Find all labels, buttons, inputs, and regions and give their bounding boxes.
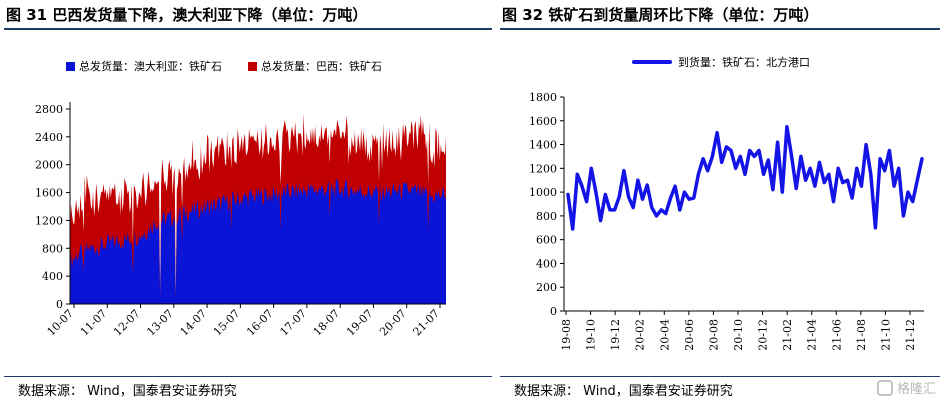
left-stacked-area-chart: 0 400 800 1200 1600 2000 2400 2800 10-07 11-07 12-… [35, 102, 446, 339]
legend-item-australia: 总发货量：澳大利亚：铁矿石 [66, 58, 222, 74]
right-xtick-label: 21-04 [806, 319, 819, 351]
left-xtick-label: 10-07 [45, 307, 77, 339]
right-ytick-label: 1600 [529, 115, 557, 128]
right-xtick-label: 19-08 [560, 319, 573, 351]
watermark-logo-icon [876, 379, 893, 396]
left-xtick-label: 16-07 [244, 307, 276, 339]
right-xtick-label: 21-08 [855, 319, 868, 351]
right-ytick-label: 0 [550, 305, 557, 318]
left-legend: 总发货量：澳大利亚：铁矿石 总发货量：巴西：铁矿石 [66, 58, 408, 74]
left-title-rule [4, 28, 492, 30]
left-source-rule [4, 376, 492, 377]
right-xtick-label: 20-06 [683, 319, 696, 351]
right-title-rule [500, 28, 940, 30]
left-ytick-label: 2800 [35, 103, 63, 116]
right-xtick-label: 20-12 [757, 319, 770, 351]
legend-swatch-north-port [632, 60, 672, 64]
left-ytick-label: 2000 [35, 159, 63, 172]
legend-item-north-port: 到货量：铁矿石：北方港口 [632, 54, 810, 70]
legend-swatch-brazil [248, 61, 257, 71]
right-xtick-label: 20-08 [707, 319, 720, 351]
right-line-chart: 0 200 400 600 800 1000 1200 1400 1600 1800 19-08 19… [529, 91, 924, 351]
left-xtick-label: 18-07 [311, 307, 343, 339]
left-ytick-label: 0 [56, 298, 63, 311]
right-ytick-label: 600 [536, 234, 557, 247]
right-ytick-label: 400 [536, 257, 557, 270]
legend-label-brazil: 总发货量：巴西：铁矿石 [261, 60, 382, 73]
left-ytick-label: 800 [42, 242, 63, 255]
left-xtick-label: 20-07 [377, 307, 409, 339]
left-xtick-label: 17-07 [277, 307, 309, 339]
right-xtick-label: 20-04 [658, 319, 671, 351]
left-ytick-label: 2400 [35, 131, 63, 144]
legend-item-brazil: 总发货量：巴西：铁矿石 [248, 58, 382, 74]
right-source-rule [500, 376, 940, 377]
left-source: 数据来源： Wind，国泰君安证券研究 [18, 384, 237, 399]
right-xtick-label: 21-10 [879, 319, 892, 351]
left-ytick-label: 1200 [35, 214, 63, 227]
right-ytick-label: 1800 [529, 91, 557, 104]
legend-swatch-australia [66, 61, 75, 71]
right-ytick-label: 1000 [529, 186, 557, 199]
right-source: 数据来源： Wind，国泰君安证券研究 [514, 384, 733, 399]
left-xtick-label: 11-07 [78, 307, 110, 339]
area-series-australia [70, 179, 446, 304]
right-xtick-label: 20-02 [634, 319, 647, 351]
right-figure-title: 图 32 铁矿石到货量周环比下降（单位：万吨） [502, 6, 819, 24]
right-legend: 到货量：铁矿石：北方港口 [632, 54, 836, 70]
left-xtick-label: 14-07 [178, 307, 210, 339]
right-xtick-label: 21-12 [904, 319, 917, 351]
left-xtick-label: 15-07 [211, 307, 243, 339]
right-xtick-label: 21-06 [830, 319, 843, 351]
left-ytick-label: 1600 [35, 187, 63, 200]
right-ytick-label: 800 [536, 210, 557, 223]
left-xtick-label: 12-07 [111, 307, 143, 339]
right-xtick-label: 20-10 [732, 319, 745, 351]
left-xtick-label: 19-07 [344, 307, 376, 339]
watermark: 格隆汇 [876, 378, 936, 397]
legend-label-australia: 总发货量：澳大利亚：铁矿石 [79, 60, 222, 73]
right-xtick-label: 19-10 [585, 319, 598, 351]
left-ytick-label: 400 [42, 270, 63, 283]
left-xtick-label: 13-07 [144, 307, 176, 339]
left-figure-title: 图 31 巴西发货量下降，澳大利亚下降（单位：万吨） [6, 6, 368, 24]
right-ytick-label: 200 [536, 281, 557, 294]
right-xtick-label: 21-02 [781, 319, 794, 351]
right-ytick-label: 1200 [529, 162, 557, 175]
watermark-text: 格隆汇 [896, 382, 936, 397]
right-ytick-label: 1400 [529, 139, 557, 152]
right-xtick-label: 19-12 [609, 319, 622, 351]
legend-label-north-port: 到货量：铁矿石：北方港口 [678, 56, 810, 69]
line-series-north-port [566, 124, 924, 231]
left-xtick-label: 21-07 [411, 307, 443, 339]
